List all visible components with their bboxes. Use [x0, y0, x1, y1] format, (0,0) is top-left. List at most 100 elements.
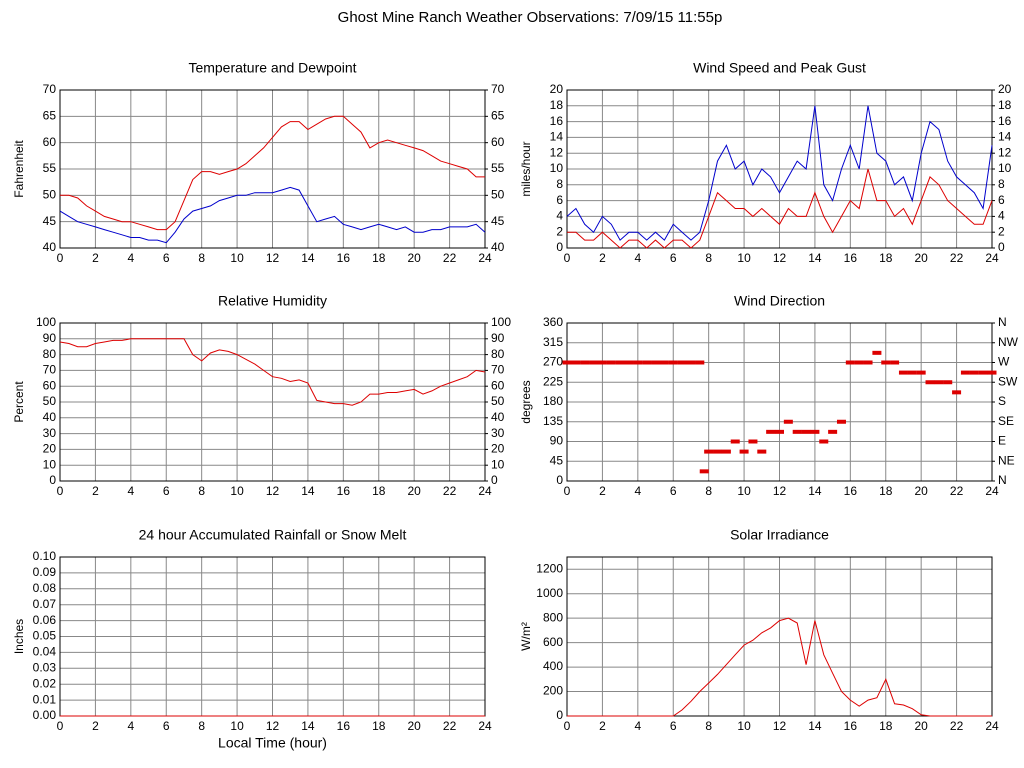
x-tick-label: 24 — [985, 251, 999, 265]
y-tick-label: 0.06 — [33, 613, 57, 627]
chart-title: Solar Irradiance — [730, 527, 829, 543]
y-tick-label: 80 — [43, 347, 57, 361]
data-line — [60, 115, 485, 231]
y-tick-label: 90 — [43, 331, 57, 345]
y-tick-label: 90 — [550, 434, 564, 448]
x-tick-label: 16 — [337, 719, 351, 733]
y-tick-label: 100 — [36, 315, 56, 329]
x-tick-label: 4 — [634, 484, 641, 498]
x-tick-label: 8 — [198, 251, 205, 265]
y2-tick-label: 12 — [998, 145, 1012, 159]
x-tick-label: 22 — [950, 719, 964, 733]
y-tick-label: 70 — [43, 82, 57, 96]
plot-frame — [566, 556, 993, 717]
y2-tick-label: 8 — [998, 177, 1005, 191]
x-tick-label: 18 — [372, 719, 386, 733]
y-tick-label: 45 — [43, 214, 57, 228]
x-tick-label: 16 — [337, 251, 351, 265]
y-tick-label: 0 — [556, 240, 563, 254]
data-point — [695, 360, 705, 365]
data-point — [836, 419, 846, 424]
data-point — [766, 429, 776, 434]
data-point — [589, 360, 599, 365]
y2-tick-label: 4 — [998, 209, 1005, 223]
x-tick-label: 0 — [57, 251, 64, 265]
x-tick-label: 14 — [301, 484, 315, 498]
x-tick-label: 16 — [844, 719, 858, 733]
data-point — [828, 429, 838, 434]
y-tick-label: 600 — [543, 635, 563, 649]
y-tick-label: 65 — [43, 109, 57, 123]
y-tick-label: 400 — [543, 659, 563, 673]
data-line — [567, 617, 992, 717]
y-tick-label: 315 — [543, 335, 563, 349]
y2-tick-label: 10 — [491, 457, 505, 471]
y-tick-label: 225 — [543, 374, 563, 388]
y-tick-label: 45 — [550, 453, 564, 467]
data-point — [978, 370, 988, 375]
x-tick-label: 18 — [879, 484, 893, 498]
x-tick-label: 0 — [564, 251, 571, 265]
data-point — [615, 360, 625, 365]
y2-tick-label: 2 — [998, 224, 1005, 238]
data-point — [606, 360, 616, 365]
y-tick-label: 70 — [43, 363, 57, 377]
y-tick-label: 10 — [550, 161, 564, 175]
x-tick-label: 24 — [478, 251, 492, 265]
x-tick-label: 22 — [443, 484, 457, 498]
y2-tick-label: N — [998, 473, 1007, 487]
data-point — [748, 439, 758, 444]
x-tick-label: 2 — [92, 251, 99, 265]
data-point — [952, 390, 962, 395]
x-tick-label: 24 — [478, 719, 492, 733]
y2-tick-label: 20 — [998, 82, 1012, 96]
data-point — [651, 360, 661, 365]
y-tick-label: 8 — [556, 177, 563, 191]
data-point — [872, 350, 882, 355]
y-tick-label: 18 — [550, 98, 564, 112]
x-tick-label: 10 — [230, 251, 244, 265]
x-tick-label: 4 — [634, 719, 641, 733]
chart-title: 24 hour Accumulated Rainfall or Snow Mel… — [139, 527, 407, 543]
x-tick-label: 6 — [163, 251, 170, 265]
y-tick-label: 0.00 — [33, 708, 57, 722]
y-tick-label: 0.04 — [33, 645, 57, 659]
x-tick-label: 10 — [230, 484, 244, 498]
y-tick-label: 1000 — [536, 586, 563, 600]
data-point — [916, 370, 926, 375]
y-tick-label: 60 — [43, 135, 57, 149]
x-tick-label: 12 — [773, 484, 787, 498]
data-point — [845, 360, 855, 365]
x-tick-label: 24 — [985, 719, 999, 733]
y2-tick-label: SE — [998, 414, 1014, 428]
y2-tick-label: 0 — [491, 473, 498, 487]
y2-tick-label: 65 — [491, 109, 505, 123]
data-point — [775, 429, 784, 434]
y2-tick-label: 6 — [998, 193, 1005, 207]
x-tick-label: 24 — [478, 484, 492, 498]
x-tick-label: 20 — [914, 484, 928, 498]
y-tick-label: 20 — [43, 442, 57, 456]
x-tick-label: 8 — [705, 251, 712, 265]
y2-tick-label: 14 — [998, 130, 1012, 144]
plot-frame — [59, 89, 486, 249]
y2-tick-label: 60 — [491, 378, 505, 392]
x-tick-label: 6 — [670, 719, 677, 733]
data-point — [659, 360, 669, 365]
y2-tick-label: 30 — [491, 426, 505, 440]
x-tick-label: 2 — [599, 251, 606, 265]
data-point — [960, 370, 970, 375]
y2-tick-label: 50 — [491, 188, 505, 202]
x-tick-label: 20 — [407, 251, 421, 265]
x-tick-label: 22 — [443, 251, 457, 265]
data-point — [580, 360, 590, 365]
y-tick-label: 0 — [556, 473, 563, 487]
y-tick-label: 0.02 — [33, 676, 57, 690]
data-point — [792, 429, 802, 434]
x-tick-label: 4 — [127, 484, 134, 498]
y-axis-label: Inches — [12, 619, 26, 654]
x-tick-label: 16 — [844, 251, 858, 265]
